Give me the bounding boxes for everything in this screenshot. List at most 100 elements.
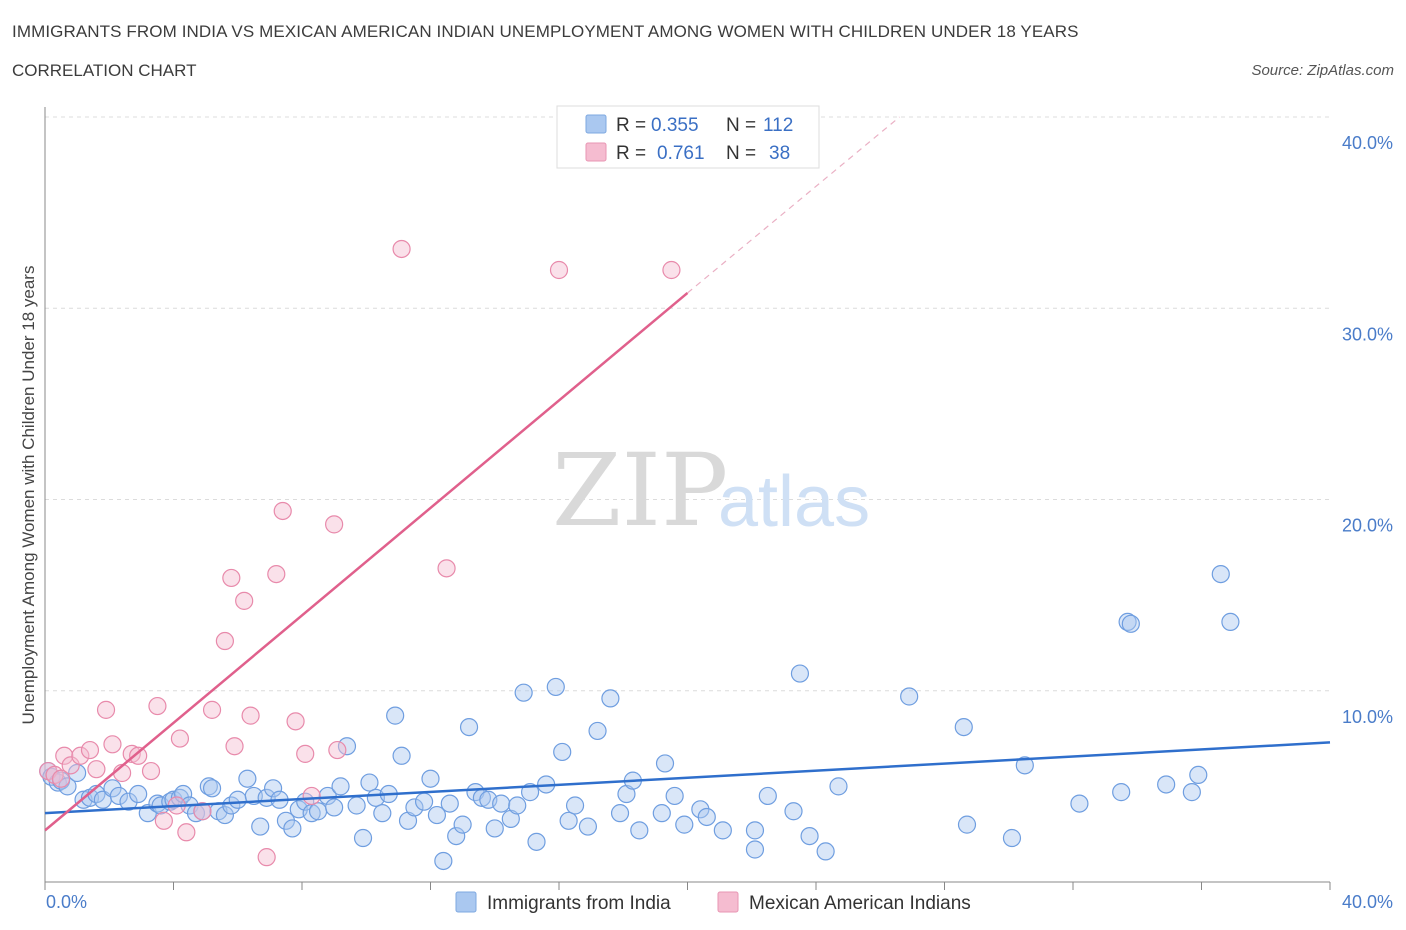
point-1-21 [215, 631, 234, 651]
point-1-30 [296, 744, 315, 763]
point-0-67 [485, 819, 504, 838]
point-0-13 [129, 784, 148, 804]
point-1-33 [325, 515, 344, 534]
point-1-5 [71, 746, 90, 765]
point-0-82 [610, 804, 630, 823]
point-0-101 [900, 687, 919, 706]
series-legend: Immigrants from India Mexican American I… [455, 891, 971, 914]
point-0-75 [546, 677, 565, 697]
point-0-52 [386, 706, 405, 725]
point-0-18 [164, 790, 183, 809]
point-0-81 [601, 689, 620, 708]
bottom-legend-label-2: Mexican American Indians [749, 893, 971, 914]
point-0-113 [1211, 564, 1230, 584]
legend-n-label-2: N = [726, 143, 756, 164]
y-tick-label-1: 20.0% [1342, 516, 1393, 536]
point-0-34 [263, 779, 283, 798]
point-0-114 [1221, 612, 1240, 632]
point-1-34 [392, 239, 411, 259]
source-label: Source: ZipAtlas.com [1251, 62, 1394, 79]
point-0-44 [331, 777, 350, 796]
legend-r-label-2: R = [616, 143, 646, 164]
watermark-atlas: atlas [718, 462, 870, 542]
y-axis-label: Unemployment Among Women with Children U… [19, 266, 38, 725]
point-0-68 [492, 794, 511, 813]
point-0-103 [957, 815, 977, 834]
point-0-85 [630, 821, 649, 840]
correlation-legend: R = 0.355 N = 112 R = 0.761 N = 38 [556, 105, 820, 169]
point-0-106 [1070, 794, 1089, 813]
series-immigrants-from-india [39, 564, 1240, 871]
point-0-77 [559, 811, 578, 830]
point-1-29 [286, 712, 305, 731]
point-1-6 [80, 740, 100, 760]
point-1-37 [662, 260, 681, 280]
point-0-78 [565, 796, 585, 815]
point-1-8 [96, 700, 116, 719]
point-1-27 [267, 564, 286, 584]
point-1-28 [273, 501, 292, 521]
trend-line-mexican [44, 291, 689, 832]
point-0-110 [1157, 775, 1176, 794]
axes [44, 107, 1331, 890]
legend-swatch-blue [585, 114, 607, 134]
bottom-legend-swatch-pink [717, 891, 739, 913]
point-0-92 [713, 821, 732, 840]
point-0-58 [427, 805, 447, 825]
point-1-7 [87, 760, 106, 779]
y-tick-label-0: 10.0% [1342, 707, 1393, 727]
legend-n-value-2: 38 [769, 143, 790, 164]
point-0-73 [527, 832, 546, 851]
point-0-12 [119, 792, 138, 811]
chart-title: IMMIGRANTS FROM INDIA VS MEXICAN AMERICA… [12, 22, 1079, 41]
point-0-102 [954, 717, 973, 737]
point-0-107 [1112, 783, 1131, 802]
point-0-99 [816, 842, 835, 861]
point-0-30 [238, 769, 257, 788]
point-0-50 [373, 804, 392, 823]
point-1-12 [129, 746, 148, 765]
point-0-63 [459, 717, 479, 737]
point-0-70 [508, 796, 527, 815]
point-0-45 [337, 737, 357, 756]
point-0-104 [1002, 828, 1022, 848]
y-tick-label-2: 30.0% [1342, 324, 1393, 344]
point-1-11 [122, 744, 141, 763]
point-0-111 [1182, 783, 1201, 802]
point-1-4 [61, 756, 80, 775]
point-0-55 [405, 798, 424, 817]
point-0-91 [697, 807, 716, 827]
point-0-29 [228, 790, 247, 809]
point-0-47 [353, 828, 373, 848]
point-0-88 [665, 786, 684, 806]
legend-r-value-2: 0.761 [657, 143, 705, 164]
watermark-zip: ZIP [552, 432, 728, 549]
point-1-19 [193, 802, 212, 821]
point-1-26 [257, 848, 276, 867]
point-0-86 [652, 804, 671, 823]
point-0-24 [199, 777, 218, 796]
point-0-46 [347, 796, 366, 815]
point-1-31 [302, 786, 321, 806]
y-tick-label-3: 40.0% [1342, 133, 1393, 153]
point-0-48 [360, 773, 379, 792]
point-1-22 [222, 568, 241, 588]
point-0-98 [800, 826, 819, 846]
point-0-93 [745, 821, 765, 840]
point-1-18 [177, 823, 196, 842]
point-0-71 [514, 683, 533, 702]
point-0-27 [215, 805, 234, 825]
point-1-14 [148, 696, 167, 716]
point-1-9 [103, 735, 122, 754]
point-0-32 [251, 817, 270, 836]
point-0-109 [1121, 614, 1140, 633]
point-0-57 [421, 769, 440, 788]
point-0-60 [440, 794, 459, 813]
point-0-25 [202, 779, 222, 798]
point-0-100 [829, 777, 848, 796]
trend-lines [44, 116, 1331, 832]
point-1-32 [328, 740, 347, 760]
point-0-94 [745, 840, 765, 859]
point-0-62 [453, 815, 472, 834]
